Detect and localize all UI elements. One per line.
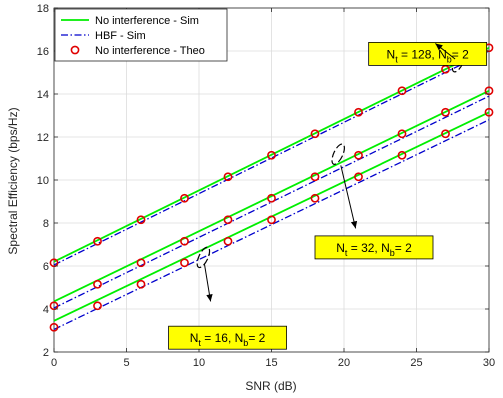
legend: No interference - Sim HBF - Sim No interfe… — [54, 8, 228, 62]
annotation-ellipse — [331, 143, 345, 165]
x-tick-label: 10 — [193, 357, 205, 369]
y-tick-label: 4 — [43, 304, 49, 316]
theo-point — [397, 129, 407, 139]
y-tick-label: 12 — [37, 132, 49, 144]
theo-point — [441, 129, 450, 139]
theo-point — [267, 193, 276, 203]
y-axis-label: Spectral Efficiency (bps/Hz) — [6, 107, 20, 254]
x-tick-label: 0 — [51, 357, 57, 369]
theo-point — [136, 279, 146, 289]
plot-area — [49, 43, 494, 332]
theo-point — [354, 107, 363, 117]
theo-point — [180, 236, 189, 246]
theo-point — [223, 215, 233, 225]
x-axis-label: SNR (dB) — [245, 379, 296, 393]
series-line-no-interference-sim — [53, 89, 490, 303]
legend-label: No interference - Theo — [95, 45, 205, 57]
annotation-label: Nt = 128, Nb= 2 — [387, 47, 470, 64]
tick-labels: 0 5 10 15 20 25 30 2 4 6 8 10 12 14 16 18 — [37, 3, 495, 369]
theo-point — [310, 193, 320, 203]
theo-point — [93, 236, 102, 246]
legend-label: No interference - Sim — [95, 15, 199, 27]
legend-swatch-circle — [70, 45, 80, 55]
theo-point — [49, 322, 59, 332]
theo-point — [310, 129, 320, 139]
annotation-arrowhead — [350, 220, 358, 229]
legend-box — [54, 8, 228, 62]
theo-point — [267, 215, 276, 225]
theo-point — [93, 279, 102, 289]
annotation-arrowhead — [435, 43, 443, 51]
y-tick-label: 14 — [37, 89, 49, 101]
theo-point — [354, 172, 363, 182]
y-tick-label: 10 — [37, 175, 49, 187]
legend-label: HBF - Sim — [95, 30, 146, 42]
series-line-hbf-sim — [53, 119, 490, 331]
annotations: Nt = 128, Nb= 2 Nt = 32, Nb= 2 Nt = 16, Nb… — [168, 42, 488, 350]
annotation-box — [168, 325, 287, 350]
series-line-no-interference-sim — [53, 46, 490, 263]
x-tick-label: 30 — [483, 357, 495, 369]
annotation-arrowhead — [206, 294, 213, 302]
y-tick-label: 2 — [43, 347, 49, 359]
theo-point — [223, 236, 233, 246]
x-tick-label: 20 — [338, 357, 350, 369]
theo-point — [397, 150, 407, 160]
theo-point — [180, 193, 189, 203]
annotation-box — [314, 235, 434, 260]
theo-point — [93, 301, 102, 311]
annotation-arrow — [340, 165, 357, 229]
annotation-label: Nt = 32, Nb= 2 — [336, 241, 412, 258]
theo-point — [180, 258, 189, 268]
y-tick-label: 16 — [37, 46, 49, 58]
theo-point — [136, 258, 146, 268]
y-tick-label: 6 — [43, 261, 49, 273]
annotation-label: Nt = 16, Nb= 2 — [190, 331, 266, 348]
y-tick-label: 8 — [43, 218, 49, 230]
annotation-ellipse — [196, 246, 211, 269]
theo-point — [397, 86, 407, 96]
theo-point — [136, 215, 146, 225]
x-tick-label: 5 — [123, 357, 129, 369]
annotation-box — [368, 42, 488, 66]
x-tick-label: 25 — [410, 357, 422, 369]
theo-point — [354, 150, 363, 160]
y-tick-label: 18 — [37, 3, 49, 15]
theo-point — [223, 172, 233, 182]
theo-point — [267, 150, 276, 160]
theo-point — [484, 107, 494, 117]
theo-point — [441, 107, 450, 117]
x-tick-label: 15 — [265, 357, 277, 369]
theo-point — [310, 172, 320, 182]
